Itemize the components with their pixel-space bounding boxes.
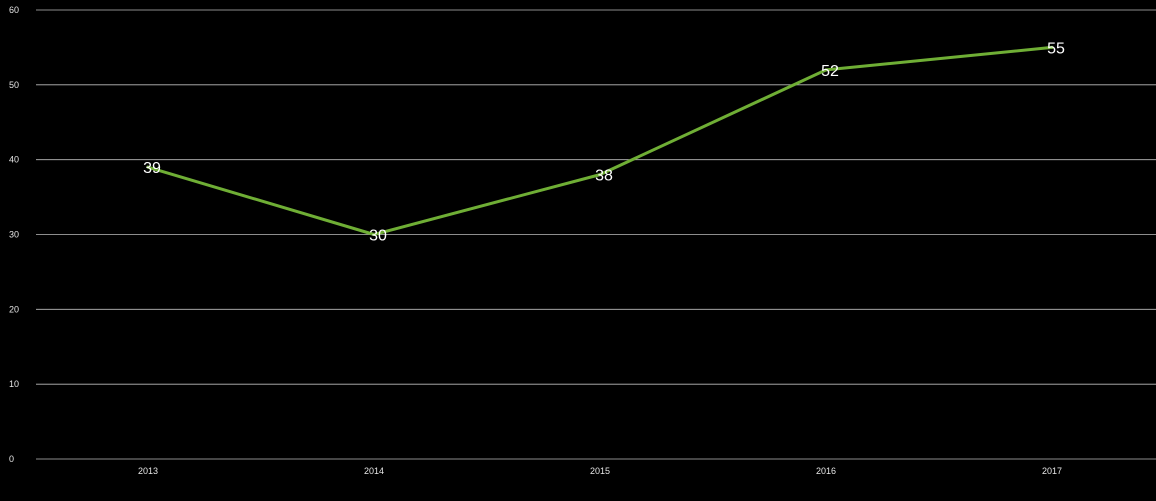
data-label: 30 xyxy=(369,228,387,245)
data-label: 55 xyxy=(1047,40,1065,57)
data-point xyxy=(146,165,150,169)
series-line xyxy=(146,45,1054,236)
y-tick-label: 0 xyxy=(9,454,14,464)
gridlines xyxy=(36,9,1156,460)
data-labels: 39 30 38 52 55 xyxy=(143,40,1065,244)
x-axis-ticks: 2013 2014 2015 2016 2017 xyxy=(138,466,1062,476)
data-label: 52 xyxy=(821,63,839,80)
x-tick-label: 2017 xyxy=(1042,466,1062,476)
data-label: 39 xyxy=(143,160,161,177)
y-tick-label: 30 xyxy=(9,230,19,240)
x-tick-label: 2014 xyxy=(364,466,384,476)
data-point xyxy=(1050,45,1054,49)
series-group xyxy=(146,45,1054,236)
data-point xyxy=(372,233,376,236)
y-tick-label: 50 xyxy=(9,80,19,90)
y-tick-label: 40 xyxy=(9,155,19,165)
y-axis-ticks: 0 10 20 30 40 50 60 xyxy=(9,5,19,464)
data-point xyxy=(824,68,828,72)
data-label: 38 xyxy=(595,168,613,185)
data-point xyxy=(598,173,602,177)
y-tick-label: 10 xyxy=(9,379,19,389)
x-tick-label: 2013 xyxy=(138,466,158,476)
x-tick-label: 2015 xyxy=(590,466,610,476)
y-tick-label: 60 xyxy=(9,5,19,15)
x-tick-label: 2016 xyxy=(816,466,836,476)
y-tick-label: 20 xyxy=(9,304,19,314)
